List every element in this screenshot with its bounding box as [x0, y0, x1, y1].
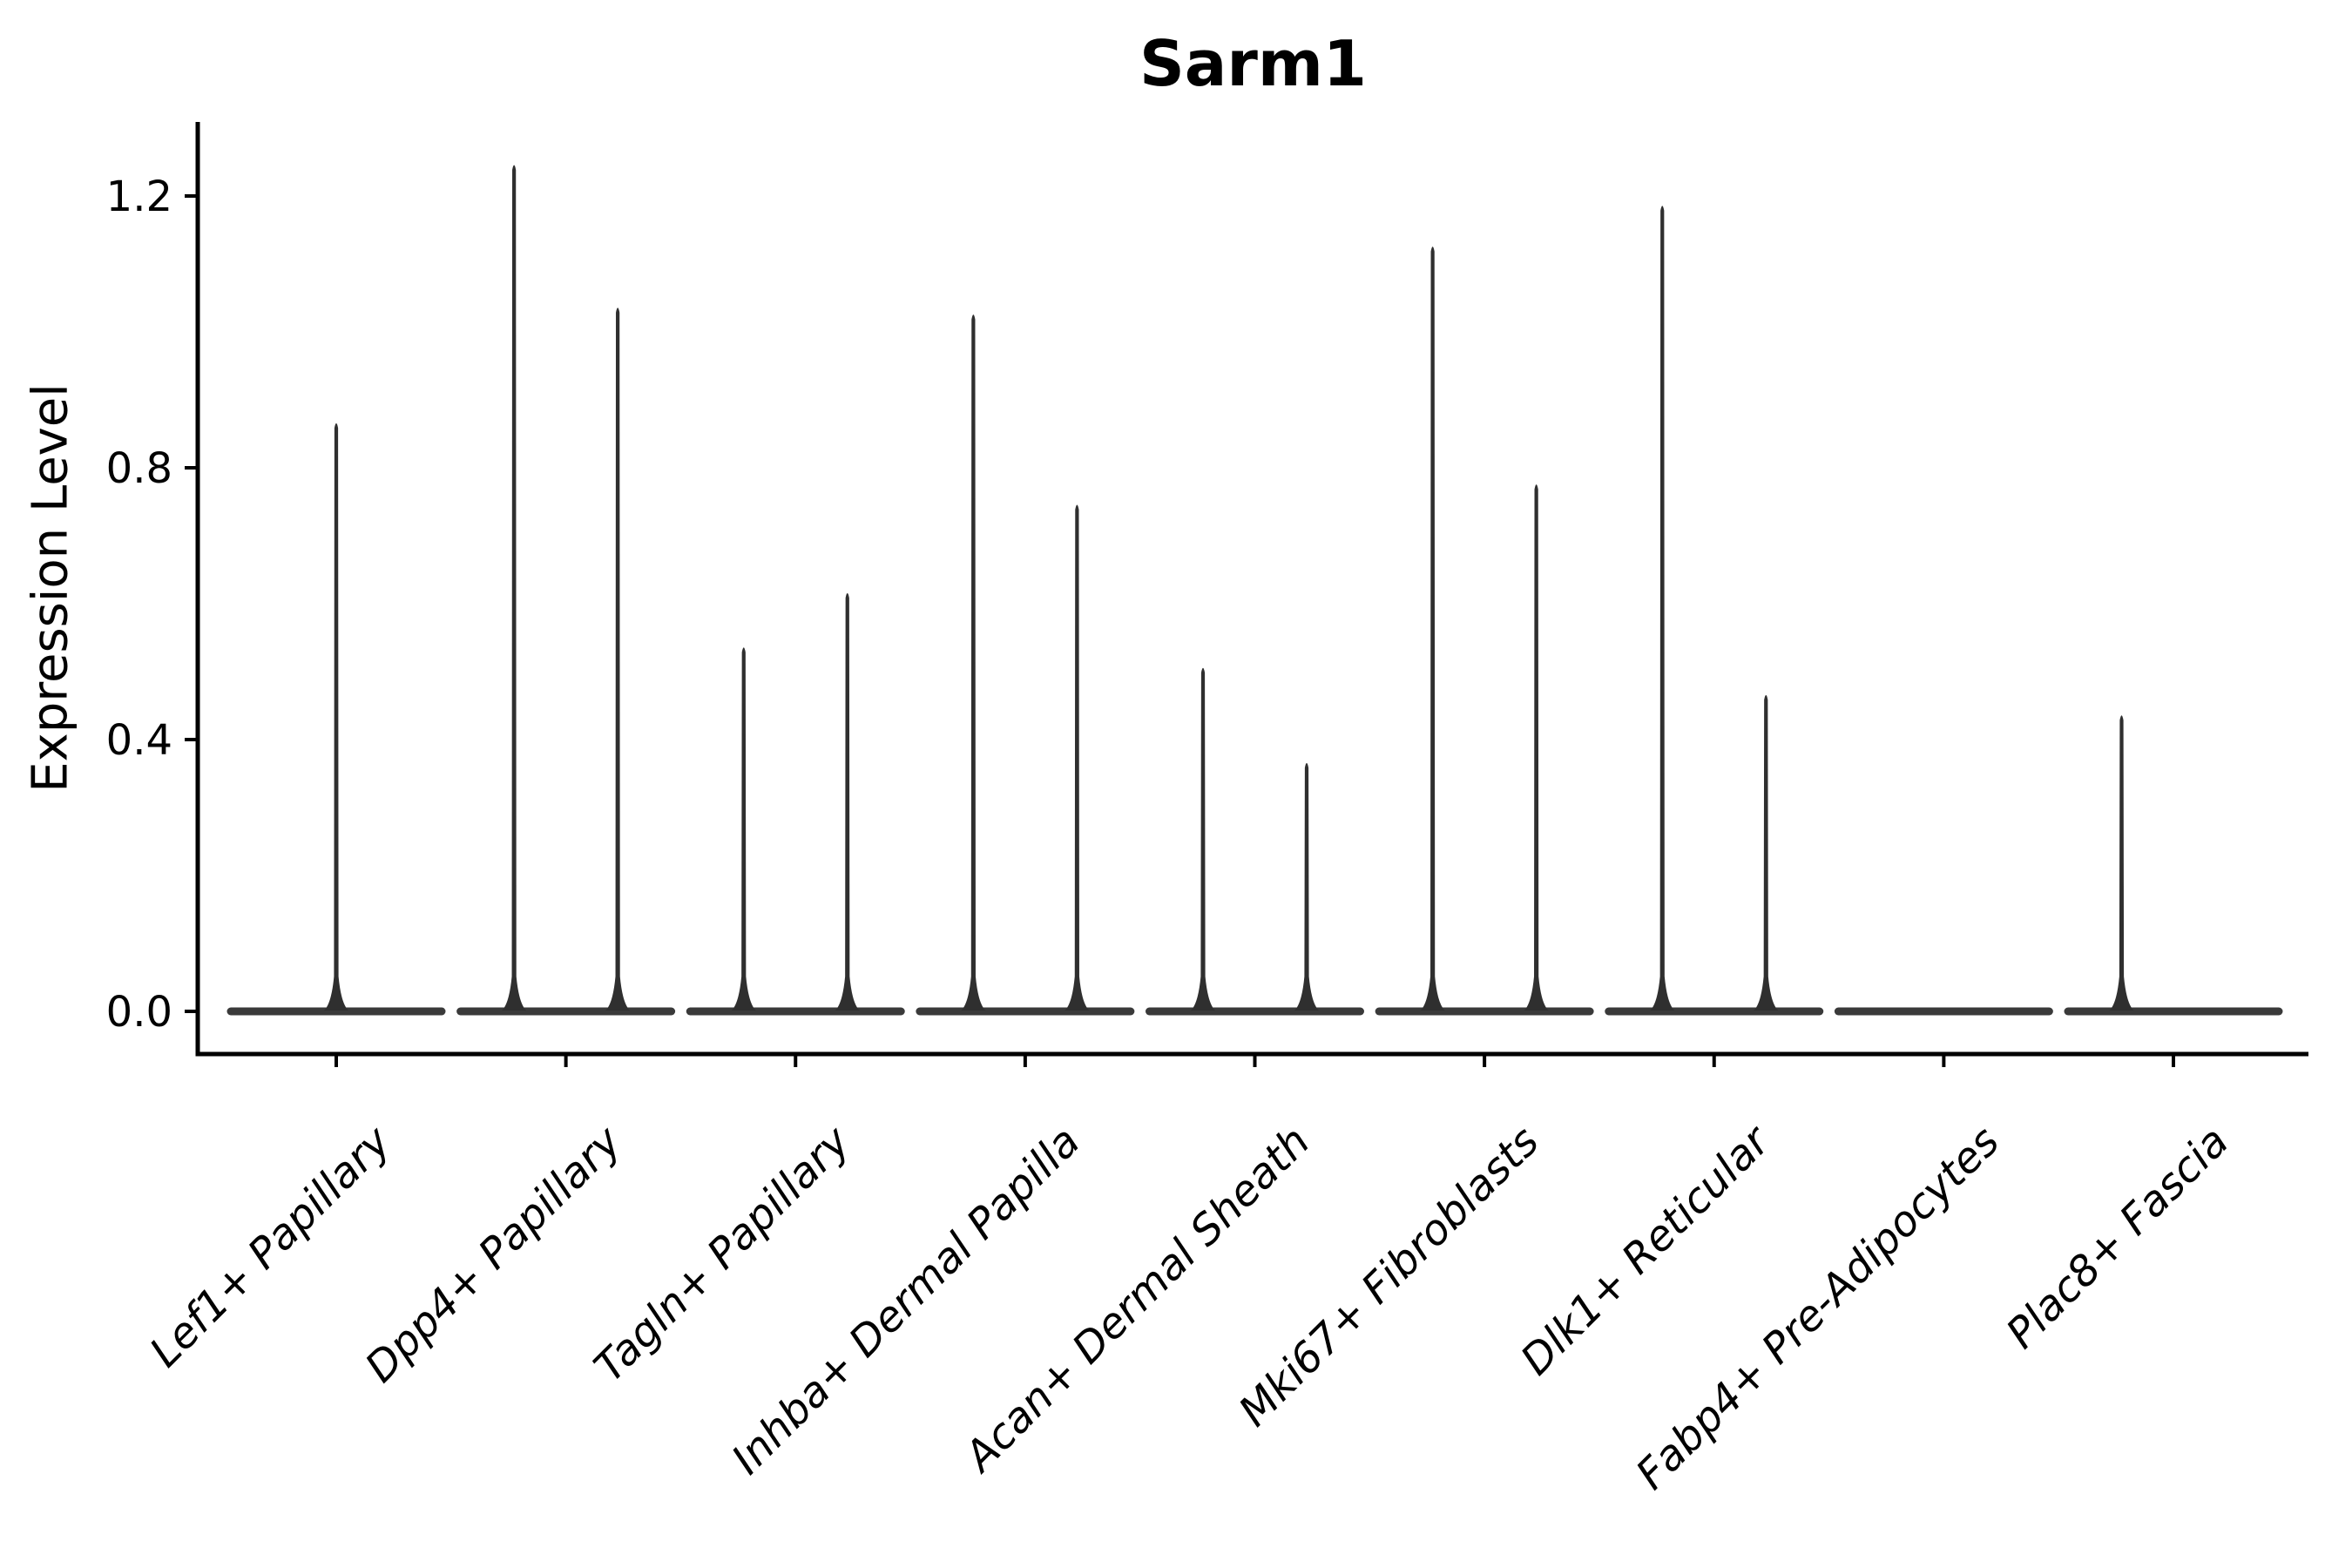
violin-spike-9-1	[2109, 715, 2134, 1010]
violin-spike-2-1	[502, 165, 527, 1010]
violin-spike-4-1	[961, 314, 986, 1011]
ytick-label-1.2: 1.2	[105, 172, 172, 221]
violin-spike-6-2	[1524, 484, 1549, 1010]
ytick-label-0.0: 0.0	[105, 988, 172, 1037]
y-axis-label: Expression Level	[22, 383, 79, 793]
violin-spike-3-1	[731, 647, 756, 1010]
violin-spike-2-2	[605, 308, 631, 1010]
violin-spike-5-1	[1191, 667, 1215, 1010]
chart-title: Sarm1	[1139, 27, 1368, 100]
violin-spike-3-2	[835, 592, 860, 1010]
ytick-label-0.8: 0.8	[105, 444, 172, 493]
violin-spike-1-1	[324, 422, 348, 1010]
violin-spike-4-2	[1064, 504, 1090, 1010]
ytick-label-0.4: 0.4	[105, 716, 172, 765]
violin-spike-5-2	[1294, 762, 1319, 1010]
violin-spike-6-1	[1420, 247, 1445, 1011]
violin-spike-7-2	[1754, 694, 1779, 1010]
violin-spike-7-1	[1650, 206, 1675, 1011]
